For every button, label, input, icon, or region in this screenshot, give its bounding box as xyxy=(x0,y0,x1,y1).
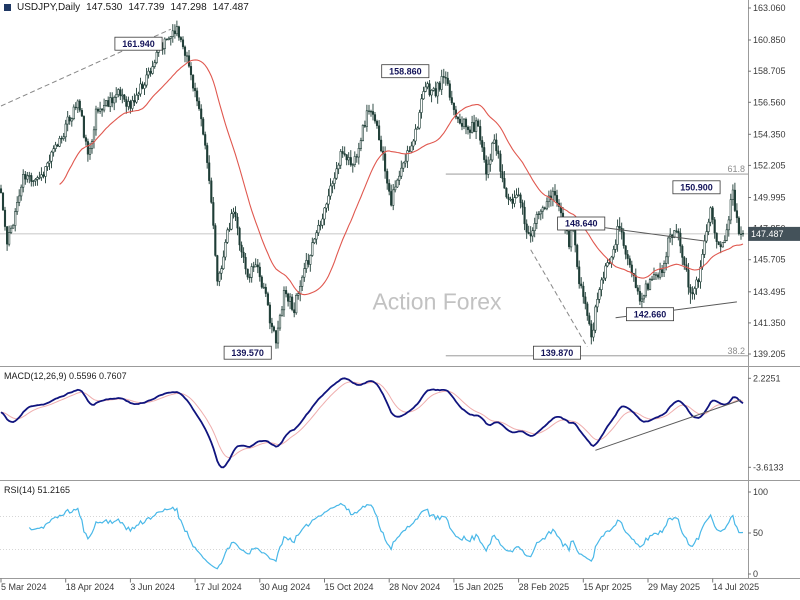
svg-text:156.560: 156.560 xyxy=(753,97,786,107)
macd-signal-line xyxy=(0,381,744,459)
fib-level-61.8[interactable]: 61.8 xyxy=(445,164,748,175)
svg-text:50: 50 xyxy=(753,528,763,538)
ohlc-open: 147.530 xyxy=(86,2,123,13)
candlestick-series xyxy=(0,20,745,349)
ohlc-low: 147.298 xyxy=(170,2,207,13)
date-label: 29 May 2025 xyxy=(648,582,700,592)
svg-text:145.705: 145.705 xyxy=(753,255,786,265)
rsi-panel: 100 50 0 xyxy=(0,487,768,579)
main-price-panel: 61.8 38.2 161.940 158.860 150.900 148.640 142.… xyxy=(0,20,748,360)
fib-level-label: 38.2 xyxy=(727,346,745,356)
price-callout[interactable]: 142.660 xyxy=(626,307,675,322)
fib-level-38.2[interactable]: 38.2 xyxy=(445,346,748,357)
time-axis: 5 Mar 2024 18 Apr 2024 3 Jun 2024 17 Jul 20… xyxy=(0,578,760,592)
macd-panel: 2.2251 -3.6133 xyxy=(0,373,784,472)
watermark: Action Forex xyxy=(372,288,502,315)
price-callout[interactable]: 139.870 xyxy=(533,345,582,360)
macd-indicator-label: MACD(12,26,9) 0.5596 0.7607 xyxy=(4,371,127,381)
macd-axis-min: -3.6133 xyxy=(753,462,784,472)
rsi-line xyxy=(28,502,744,570)
fib-level-label: 61.8 xyxy=(727,164,745,174)
svg-text:152.205: 152.205 xyxy=(753,160,786,170)
date-label: 15 Apr 2025 xyxy=(583,582,632,592)
bull-candle-bodies xyxy=(8,26,734,344)
svg-text:149.995: 149.995 xyxy=(753,193,786,203)
svg-text:141.350: 141.350 xyxy=(753,318,786,328)
svg-text:143.495: 143.495 xyxy=(753,287,786,297)
chart-symbol-icon xyxy=(4,4,11,11)
moving-average-line xyxy=(59,59,744,296)
svg-text:0: 0 xyxy=(753,569,758,579)
price-callout[interactable]: 148.640 xyxy=(557,216,606,231)
price-callouts: 161.940 158.860 150.900 148.640 142.660 139.5… xyxy=(114,36,721,360)
price-axis: 163.060 160.850 158.705 156.560 154.350 152.2… xyxy=(748,0,800,578)
svg-text:160.850: 160.850 xyxy=(753,35,786,45)
svg-text:147.487: 147.487 xyxy=(751,229,784,239)
price-callout[interactable]: 161.940 xyxy=(114,36,163,51)
macd-trendline[interactable] xyxy=(595,399,742,451)
date-label: 17 Jul 2024 xyxy=(195,582,242,592)
svg-text:163.060: 163.060 xyxy=(753,3,786,13)
svg-text:139.870: 139.870 xyxy=(541,348,574,358)
svg-text:150.900: 150.900 xyxy=(680,182,713,192)
macd-line xyxy=(0,377,744,469)
svg-text:154.350: 154.350 xyxy=(753,129,786,139)
svg-text:100: 100 xyxy=(753,487,768,497)
svg-text:139.570: 139.570 xyxy=(231,348,264,358)
bear-candle-bodies xyxy=(0,26,745,344)
date-label: 14 Jul 2025 xyxy=(713,582,760,592)
date-label: 30 Aug 2024 xyxy=(260,582,311,592)
date-label: 28 Nov 2024 xyxy=(389,582,440,592)
price-callout[interactable]: 150.900 xyxy=(672,180,721,195)
ohlc-close: 147.487 xyxy=(212,2,249,13)
svg-text:139.205: 139.205 xyxy=(753,349,786,359)
current-price-tag: 147.487 xyxy=(748,226,800,241)
svg-text:142.660: 142.660 xyxy=(634,309,667,319)
symbol-period-label: USDJPY,Daily xyxy=(17,2,81,13)
date-label: 15 Jan 2025 xyxy=(454,582,504,592)
svg-text:148.640: 148.640 xyxy=(565,219,598,229)
date-label: 18 Apr 2024 xyxy=(66,582,115,592)
rsi-indicator-label: RSI(14) 51.2165 xyxy=(4,485,71,495)
date-label: 5 Mar 2024 xyxy=(1,582,47,592)
trendline[interactable] xyxy=(530,249,588,348)
date-label: 28 Feb 2025 xyxy=(519,582,570,592)
price-callout[interactable]: 158.860 xyxy=(381,64,430,79)
date-label: 3 Jun 2024 xyxy=(130,582,175,592)
ohlc-high: 147.739 xyxy=(128,2,165,13)
svg-text:158.705: 158.705 xyxy=(753,66,786,76)
svg-text:161.940: 161.940 xyxy=(122,39,155,49)
chart-header: USDJPY,Daily 147.530 147.739 147.298 147… xyxy=(4,2,255,13)
panel-dividers xyxy=(0,366,800,579)
price-callout[interactable]: 139.570 xyxy=(223,345,272,360)
macd-axis-max: 2.2251 xyxy=(753,373,781,383)
date-label: 15 Oct 2024 xyxy=(324,582,373,592)
svg-text:158.860: 158.860 xyxy=(389,66,422,76)
